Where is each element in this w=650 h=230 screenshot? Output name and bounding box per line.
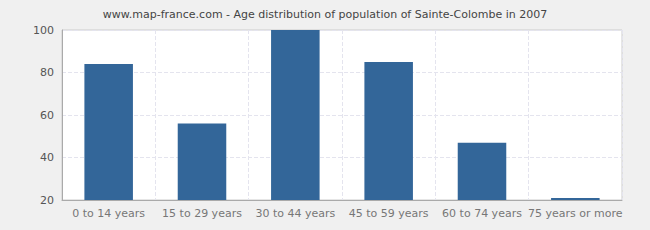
svg-text:0 to 14 years: 0 to 14 years: [72, 207, 145, 220]
svg-text:60 to 74 years: 60 to 74 years: [442, 207, 522, 220]
svg-text:80: 80: [40, 66, 54, 79]
svg-text:40: 40: [40, 151, 54, 164]
svg-text:20: 20: [40, 194, 54, 207]
svg-text:45 to 59 years: 45 to 59 years: [349, 207, 429, 220]
svg-text:30 to 44 years: 30 to 44 years: [255, 207, 335, 220]
svg-text:www.map-france.com - Age distr: www.map-france.com - Age distribution of…: [103, 8, 547, 21]
svg-text:100: 100: [33, 24, 54, 37]
svg-text:75 years or more: 75 years or more: [528, 207, 623, 220]
svg-text:15 to 29 years: 15 to 29 years: [162, 207, 242, 220]
svg-text:60: 60: [40, 109, 54, 122]
